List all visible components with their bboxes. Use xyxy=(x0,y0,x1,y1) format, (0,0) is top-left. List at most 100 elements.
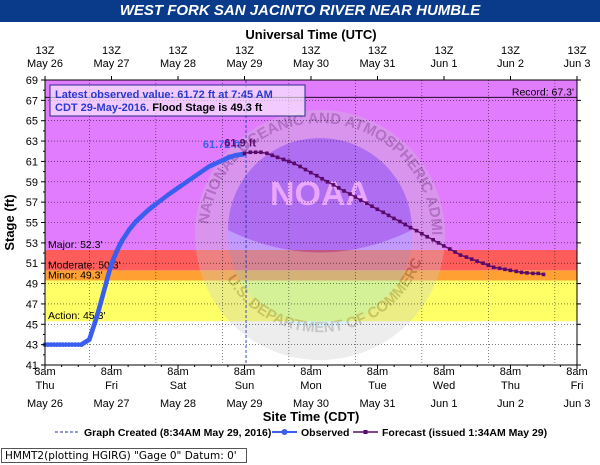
x-tick-date: May 27 xyxy=(93,398,129,410)
top-tick-date: May 27 xyxy=(93,58,129,70)
forecast-point xyxy=(325,179,330,184)
forecast-point xyxy=(331,183,336,187)
y-axis-label: Stage (ft) xyxy=(2,194,17,250)
x-tick-time: 8am xyxy=(167,366,188,378)
forecast-point xyxy=(464,255,469,259)
y-tick-label: 55 xyxy=(26,218,38,230)
forecast-point xyxy=(525,271,529,275)
seal-inner-circle xyxy=(228,143,412,327)
forecast-point xyxy=(336,186,341,190)
forecast-point xyxy=(408,225,413,230)
x-tick-dow: Sat xyxy=(170,380,187,392)
top-tick-date: May 31 xyxy=(359,58,395,70)
top-tick-date: May 26 xyxy=(27,58,63,70)
y-tick-label: 67 xyxy=(26,95,38,107)
y-tick-label: 61 xyxy=(26,156,38,168)
x-tick-time: 8am xyxy=(367,366,388,378)
annotations: Latest observed value: 61.72 ft at 7:45 … xyxy=(49,84,306,151)
forecast-point xyxy=(536,271,541,276)
forecast-point xyxy=(503,267,507,272)
top-tick-time: 13Z xyxy=(102,45,121,57)
x-tick-dow: Fri xyxy=(571,380,584,392)
forecast-point xyxy=(392,216,396,221)
forecast-point xyxy=(514,269,519,274)
y-tick-label: 51 xyxy=(26,258,38,270)
gridlines xyxy=(45,79,577,366)
x-tick-date: May 29 xyxy=(226,398,262,410)
y-tick-label: 49 xyxy=(26,279,38,291)
forecast-point xyxy=(364,201,369,205)
top-tick-date: May 28 xyxy=(160,58,196,70)
top-tick-time: 13Z xyxy=(435,45,454,57)
top-axis-label: Universal Time (UTC) xyxy=(245,27,376,42)
x-tick-dow: Thu xyxy=(501,380,520,392)
x-tick-time: 8am xyxy=(433,366,454,378)
forecast-point xyxy=(309,170,313,175)
forecast-point xyxy=(287,159,291,164)
forecast-point xyxy=(420,231,424,236)
forecast-point xyxy=(242,151,247,156)
forecast-point xyxy=(458,253,463,257)
forecast-point xyxy=(253,150,258,155)
y-tick-label: 57 xyxy=(26,197,38,209)
forecast-point xyxy=(386,213,391,218)
y-tick-label: 47 xyxy=(26,299,38,311)
latest-value-line2: CDT 29-May-2016. Flood Stage is 49.3 ft xyxy=(55,102,263,114)
forecast-point xyxy=(320,176,324,181)
x-tick-dow: Wed xyxy=(433,380,455,392)
top-tick-date: Jun 3 xyxy=(564,58,591,70)
seal-bird-shape xyxy=(228,138,412,253)
x-axis-label: Site Time (CDT) xyxy=(263,409,360,424)
x-tick-dow: Fri xyxy=(105,380,118,392)
forecast-point xyxy=(375,207,380,212)
legend-created-label: Graph Created (8:34AM May 29, 2016) xyxy=(84,427,271,439)
x-tick-date: May 28 xyxy=(160,398,196,410)
forecast-point xyxy=(519,270,524,275)
y-tick-label: 69 xyxy=(26,75,38,87)
seal-outer-ring xyxy=(195,110,445,360)
forecast-point xyxy=(398,219,402,224)
forecast-point xyxy=(265,151,269,156)
legend: Graph Created (8:34AM May 29, 2016) Obser… xyxy=(55,427,547,439)
forecast-point xyxy=(281,157,286,162)
band-minor xyxy=(45,270,577,281)
gauge-info-footer: HMMT2(plotting HGIRG) "Gage 0" Datum: 0' xyxy=(1,448,247,463)
y-tick-label: 45 xyxy=(26,319,38,331)
forecast-point xyxy=(370,204,374,209)
forecast-point xyxy=(303,167,308,172)
forecast-point xyxy=(381,210,386,215)
y-tick-label: 63 xyxy=(26,136,38,148)
forecast-point xyxy=(497,266,502,271)
x-tick-date: May 31 xyxy=(359,398,395,410)
top-tick-date: May 29 xyxy=(226,58,262,70)
legend-observed-marker xyxy=(281,429,288,435)
band-label-major: Major: 52.3' xyxy=(48,239,103,251)
x-tick-date: Jun 1 xyxy=(431,398,458,410)
forecast-point xyxy=(403,222,408,227)
forecast-point xyxy=(469,257,474,261)
forecast-point xyxy=(447,247,452,251)
y-tick-label: 41 xyxy=(26,360,38,372)
forecast-point xyxy=(292,161,296,166)
forecast-point xyxy=(531,271,535,276)
x-tick-time: 8am xyxy=(101,366,122,378)
x-tick-date: May 30 xyxy=(293,398,329,410)
x-tick-dow: Tue xyxy=(368,380,387,392)
seal-center-text: NOAA xyxy=(270,175,370,213)
forecast-point xyxy=(481,261,485,266)
y-tick-label: 65 xyxy=(26,116,38,128)
latest-value-date: CDT 29-May-2016. xyxy=(55,102,152,114)
latest-value-line1: Latest observed value: 61.72 ft at 7:45 … xyxy=(55,89,273,101)
top-tick-time: 13Z xyxy=(368,45,387,57)
top-tick-time: 13Z xyxy=(169,45,188,57)
x-tick-dow: Thu xyxy=(36,380,55,392)
x-tick-time: 8am xyxy=(34,366,55,378)
top-tick-date: May 30 xyxy=(293,58,329,70)
x-tick-dow: Sun xyxy=(235,380,255,392)
top-tick-date: Jun 2 xyxy=(497,58,524,70)
band-label-action: Action: 45.3' xyxy=(48,310,105,322)
band-label-minor: Minor: 49.3' xyxy=(48,270,103,282)
flood-stage-text: Flood Stage is 49.3 ft xyxy=(152,102,262,114)
forecast-point xyxy=(508,268,513,273)
x-tick-date: Jun 2 xyxy=(497,398,524,410)
